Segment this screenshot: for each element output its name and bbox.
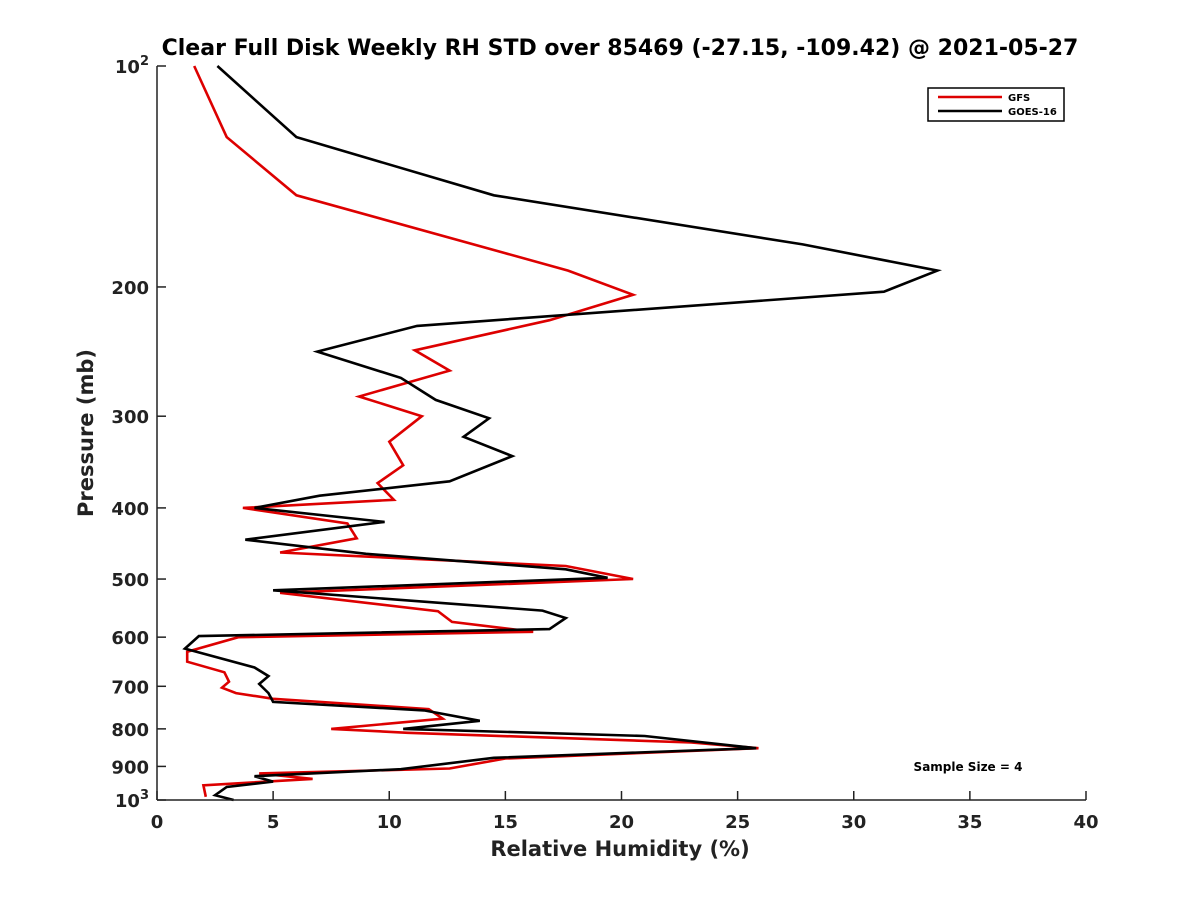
x-ticks: 0 5 10 15 20 25 30 35 40	[151, 791, 1099, 833]
x-tick-label: 30	[841, 812, 866, 833]
x-tick-label: 10	[377, 812, 402, 833]
x-tick-label: 0	[151, 812, 164, 833]
x-tick-label: 20	[609, 812, 634, 833]
y-ticks: 102 200 300 400 500 600 700 800 900 103	[111, 54, 166, 812]
chart-title: Clear Full Disk Weekly RH STD over 85469…	[162, 36, 1079, 61]
legend-label-goes-16: GOES-16	[1008, 107, 1057, 118]
y-tick-label: 103	[115, 788, 149, 812]
y-tick-label: 700	[111, 677, 149, 698]
y-tick-label: 900	[111, 757, 149, 778]
series-lines	[182, 65, 943, 802]
y-tick-label: 102	[115, 54, 149, 78]
legend-label-gfs: GFS	[1008, 93, 1030, 104]
x-axis-label: Relative Humidity (%)	[490, 837, 749, 861]
x-tick-label: 35	[957, 812, 982, 833]
x-tick-label: 15	[493, 812, 518, 833]
x-tick-label: 40	[1073, 812, 1098, 833]
y-tick-label: 300	[111, 407, 149, 428]
x-tick-label: 25	[725, 812, 750, 833]
series-line-goes-16	[182, 65, 943, 802]
legend: GFS GOES-16	[927, 87, 1065, 122]
y-tick-label: 600	[111, 628, 149, 649]
legend-box	[927, 87, 1065, 122]
y-axis-label: Pressure (mb)	[74, 349, 98, 517]
y-tick-label: 400	[111, 499, 149, 520]
series-line-gfs	[185, 65, 759, 798]
y-tick-label: 500	[111, 570, 149, 591]
x-tick-label: 5	[267, 812, 280, 833]
y-tick-label: 800	[111, 720, 149, 741]
sample-size-annotation: Sample Size = 4	[914, 760, 1023, 774]
y-tick-label: 200	[111, 278, 149, 299]
